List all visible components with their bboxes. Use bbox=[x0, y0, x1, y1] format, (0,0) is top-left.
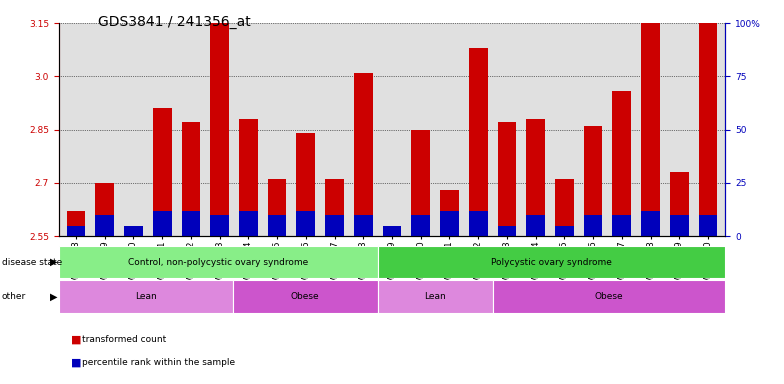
Text: ■: ■ bbox=[71, 335, 81, 345]
Bar bbox=[296, 133, 315, 236]
Text: percentile rank within the sample: percentile rank within the sample bbox=[82, 358, 235, 367]
Bar bbox=[210, 215, 229, 236]
Bar bbox=[440, 210, 459, 236]
Bar bbox=[555, 225, 574, 236]
Bar bbox=[268, 179, 286, 236]
Bar bbox=[469, 48, 488, 236]
Bar bbox=[699, 23, 717, 236]
Bar bbox=[699, 215, 717, 236]
Bar bbox=[233, 280, 378, 313]
Text: Lean: Lean bbox=[135, 292, 157, 301]
Bar bbox=[670, 172, 688, 236]
Bar bbox=[378, 246, 725, 278]
Text: Control, non-polycystic ovary syndrome: Control, non-polycystic ovary syndrome bbox=[128, 258, 308, 266]
Bar bbox=[239, 210, 258, 236]
Text: ▶: ▶ bbox=[49, 291, 57, 302]
Bar bbox=[96, 183, 114, 236]
Bar bbox=[469, 210, 488, 236]
Bar bbox=[124, 229, 143, 236]
Bar bbox=[378, 280, 493, 313]
Bar bbox=[584, 215, 602, 236]
Text: disease state: disease state bbox=[2, 258, 62, 266]
Bar bbox=[641, 0, 660, 236]
Bar bbox=[383, 225, 401, 236]
Bar bbox=[493, 280, 725, 313]
Bar bbox=[412, 129, 430, 236]
Bar bbox=[412, 215, 430, 236]
Bar bbox=[296, 210, 315, 236]
Bar bbox=[59, 246, 378, 278]
Bar bbox=[153, 210, 172, 236]
Text: Obese: Obese bbox=[595, 292, 623, 301]
Text: Polycystic ovary syndrome: Polycystic ovary syndrome bbox=[491, 258, 612, 266]
Bar bbox=[96, 215, 114, 236]
Bar bbox=[612, 91, 631, 236]
Bar bbox=[498, 122, 516, 236]
Bar bbox=[268, 215, 286, 236]
Bar bbox=[440, 190, 459, 236]
Bar bbox=[67, 225, 85, 236]
Bar bbox=[641, 210, 660, 236]
Bar bbox=[239, 119, 258, 236]
Bar bbox=[584, 126, 602, 236]
Bar bbox=[383, 233, 401, 236]
Bar bbox=[526, 119, 545, 236]
Bar bbox=[670, 215, 688, 236]
Bar bbox=[210, 12, 229, 236]
Bar bbox=[67, 211, 85, 236]
Bar bbox=[526, 215, 545, 236]
Text: GDS3841 / 241356_at: GDS3841 / 241356_at bbox=[98, 15, 251, 29]
Text: ▶: ▶ bbox=[49, 257, 57, 267]
Bar bbox=[182, 210, 200, 236]
Text: other: other bbox=[2, 292, 26, 301]
Bar bbox=[124, 225, 143, 236]
Bar bbox=[325, 215, 344, 236]
Bar bbox=[354, 73, 372, 236]
Bar bbox=[153, 108, 172, 236]
Bar bbox=[498, 225, 516, 236]
Bar bbox=[182, 122, 200, 236]
Text: Lean: Lean bbox=[425, 292, 446, 301]
Bar bbox=[354, 215, 372, 236]
Bar bbox=[555, 179, 574, 236]
Bar bbox=[325, 179, 344, 236]
Bar bbox=[612, 215, 631, 236]
Bar bbox=[59, 280, 233, 313]
Text: ■: ■ bbox=[71, 358, 81, 368]
Text: Obese: Obese bbox=[291, 292, 319, 301]
Text: transformed count: transformed count bbox=[82, 335, 166, 344]
